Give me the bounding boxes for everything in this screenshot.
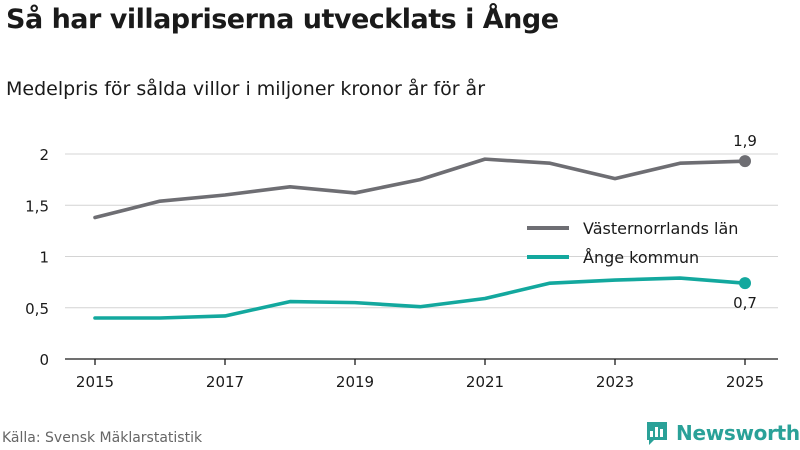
- chart-subtitle: Medelpris för sålda villor i miljoner kr…: [6, 78, 486, 100]
- brand-logo: Newsworthy: [645, 420, 800, 446]
- series-line-vasternorrland: [93, 157, 747, 220]
- y-tick-label: 2: [39, 146, 49, 164]
- legend-label: Västernorrlands län: [583, 219, 738, 238]
- source-note: Källa: Svensk Mäklarstatistik: [2, 430, 203, 446]
- chart-title: Så har villapriserna utvecklats i Ånge: [6, 4, 559, 35]
- line-chart: 0 0,5 1 1,5 2 2015 2017 2019 2021 2023 2025 1,9 0,7 V…: [25, 132, 778, 391]
- x-tick-label: 2019: [336, 373, 374, 391]
- y-tick-label: 1,5: [25, 197, 49, 215]
- y-tick-label: 1: [39, 249, 49, 267]
- series-end-marker: [739, 277, 751, 290]
- x-tick-label: 2023: [596, 373, 634, 391]
- y-tick-label: 0,5: [25, 300, 49, 318]
- series-end-label: 1,9: [733, 132, 757, 150]
- series-end-marker: [739, 155, 751, 168]
- series-line-ange: [93, 276, 747, 320]
- legend-label: Ånge kommun: [583, 248, 699, 267]
- series-end-label: 0,7: [733, 294, 757, 312]
- brand-name: Newsworthy: [676, 421, 800, 445]
- newsworthy-logo-icon: [647, 422, 667, 445]
- x-tick-label: 2017: [206, 373, 244, 391]
- x-tick-label: 2021: [466, 373, 504, 391]
- y-tick-label: 0: [39, 351, 49, 369]
- x-tick-label: 2015: [76, 373, 114, 391]
- x-tick-label: 2025: [726, 373, 764, 391]
